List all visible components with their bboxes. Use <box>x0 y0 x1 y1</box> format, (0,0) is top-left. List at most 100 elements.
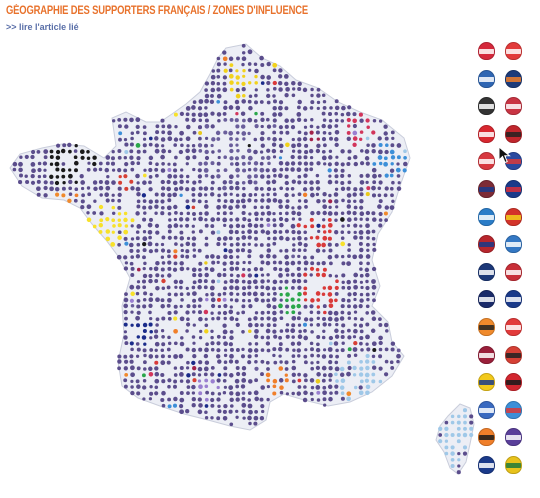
supporter-dot <box>390 162 394 166</box>
supporter-dot <box>290 328 296 334</box>
supporter-dot <box>142 217 147 222</box>
club-badge-icon[interactable] <box>505 262 522 281</box>
supporter-dot <box>364 359 370 364</box>
club-badge-icon[interactable] <box>505 180 522 198</box>
club-badge-icon[interactable] <box>505 400 522 419</box>
supporter-dot <box>315 180 320 185</box>
supporter-dot <box>462 451 468 456</box>
supporter-dot <box>174 211 178 215</box>
supporter-dot <box>297 260 302 265</box>
club-badge-icon[interactable] <box>478 456 495 474</box>
club-badge-icon[interactable] <box>505 207 522 226</box>
club-badge-icon[interactable] <box>478 152 495 171</box>
supporter-dot <box>340 396 345 401</box>
supporter-dot <box>309 149 314 154</box>
supporter-dot <box>228 385 234 390</box>
supporter-dot <box>61 174 66 179</box>
supporter-dot <box>371 143 376 148</box>
club-badge-icon[interactable] <box>505 290 522 309</box>
club-badge-icon[interactable] <box>505 42 522 60</box>
club-badge-icon[interactable] <box>478 42 495 60</box>
supporter-dot <box>463 414 467 419</box>
club-badge-stripe <box>506 49 521 54</box>
supporter-dot <box>266 124 272 129</box>
supporter-dot <box>271 148 277 154</box>
supporter-dot <box>49 155 54 159</box>
supporter-dot <box>148 249 153 254</box>
supporter-dot <box>166 360 171 365</box>
club-badge-icon[interactable] <box>505 373 522 392</box>
supporter-dot <box>197 397 202 402</box>
supporter-dot <box>309 106 314 110</box>
club-badge-icon[interactable] <box>505 428 522 447</box>
supporter-dot <box>303 360 308 365</box>
supporter-dot <box>316 305 320 309</box>
supporter-dot <box>216 236 222 242</box>
club-badge-icon[interactable] <box>478 124 495 143</box>
club-badge-icon[interactable] <box>478 262 495 281</box>
supporter-dot <box>316 87 321 92</box>
supporter-dot <box>155 260 160 266</box>
supporter-dot <box>265 285 271 291</box>
supporter-dot <box>384 347 389 352</box>
supporter-dot <box>272 378 278 384</box>
supporter-dot <box>216 211 220 215</box>
club-badge-icon[interactable] <box>478 207 495 226</box>
supporter-dot <box>246 148 252 154</box>
supporter-dot <box>210 174 215 179</box>
supporter-dot <box>160 248 166 253</box>
supporter-dot <box>142 255 146 260</box>
supporter-dot <box>359 267 363 271</box>
club-badge-icon[interactable] <box>505 97 522 116</box>
supporter-dot <box>333 310 339 316</box>
supporter-dot <box>67 198 72 204</box>
supporter-dot <box>403 161 408 167</box>
club-badge-icon[interactable] <box>478 69 495 88</box>
club-badge-icon[interactable] <box>478 345 495 364</box>
supporter-dot <box>173 235 178 240</box>
supporter-dot <box>173 217 178 222</box>
supporter-dot <box>99 193 103 197</box>
supporter-dot <box>191 117 196 123</box>
club-badge-icon[interactable] <box>505 124 522 143</box>
supporter-dot <box>205 293 209 297</box>
club-badge-icon[interactable] <box>478 428 495 447</box>
read-article-link[interactable]: >> lire l'article lié <box>6 22 79 32</box>
club-badge-icon[interactable] <box>478 400 495 419</box>
supporter-dot <box>352 136 358 141</box>
supporter-dot <box>173 379 178 384</box>
supporter-dot <box>346 371 351 377</box>
supporter-dot <box>223 199 228 203</box>
supporter-dot <box>136 149 141 154</box>
supporter-dot <box>247 235 252 240</box>
supporter-dot <box>129 149 134 154</box>
supporter-dot <box>359 341 363 346</box>
supporter-dot <box>315 192 320 197</box>
supporter-dot <box>173 310 178 315</box>
club-badge-icon[interactable] <box>505 318 522 336</box>
club-badge-icon[interactable] <box>478 318 495 336</box>
supporter-dot <box>173 366 178 370</box>
supporter-dot <box>372 242 376 247</box>
supporter-dot <box>19 173 23 178</box>
club-badge-icon[interactable] <box>505 345 522 364</box>
club-badge-icon[interactable] <box>478 290 495 309</box>
club-badge-icon[interactable] <box>478 97 495 116</box>
club-badge-icon[interactable] <box>478 180 495 198</box>
supporter-dot <box>296 223 301 228</box>
club-badge-icon[interactable] <box>505 235 522 254</box>
club-badge-icon[interactable] <box>478 235 495 254</box>
supporter-dot <box>334 366 340 372</box>
supporter-dot <box>316 261 321 266</box>
supporter-dot <box>229 285 234 290</box>
supporter-dot <box>154 211 158 215</box>
club-badge-icon[interactable] <box>478 373 495 392</box>
supporter-dot <box>117 359 122 364</box>
supporter-dot <box>322 230 327 234</box>
supporter-dot <box>248 379 253 384</box>
club-badge-icon[interactable] <box>505 69 522 88</box>
club-badge-icon[interactable] <box>505 456 522 474</box>
supporter-dot <box>259 254 264 259</box>
supporter-dot <box>260 81 265 85</box>
supporter-dot <box>347 335 352 340</box>
